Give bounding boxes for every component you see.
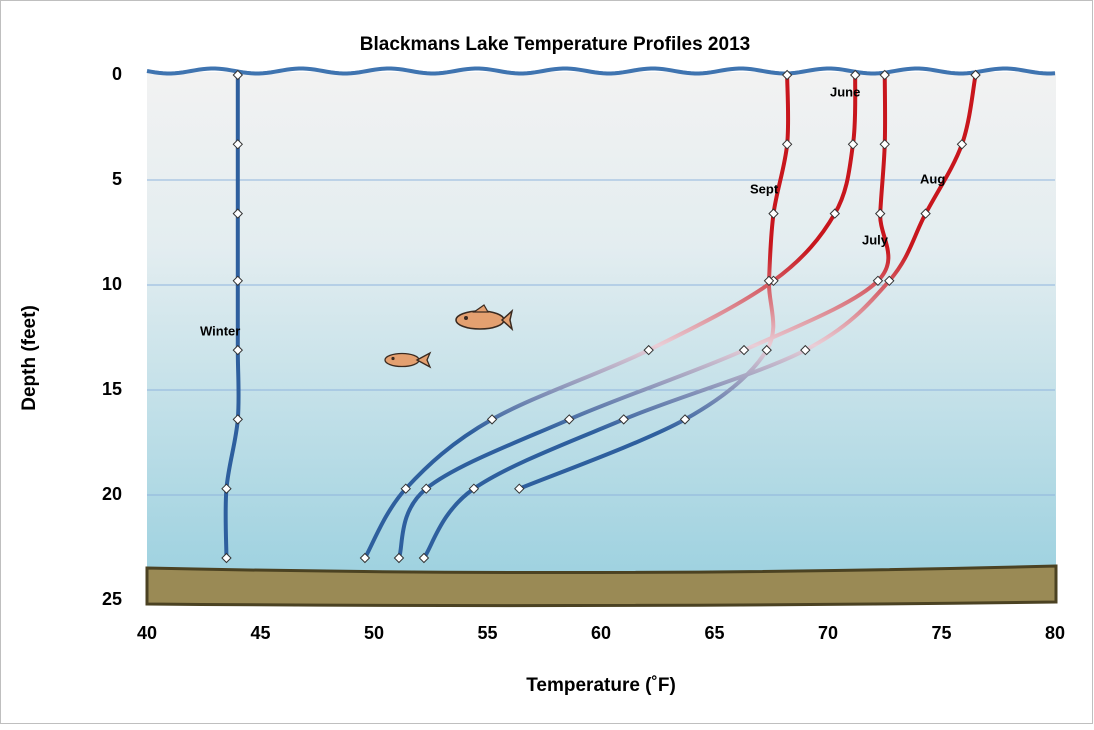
series-label: Winter xyxy=(200,323,240,338)
x-tick-label: 65 xyxy=(704,623,724,643)
chart: Blackmans Lake Temperature Profiles 2013… xyxy=(0,0,1094,725)
y-tick-label: 0 xyxy=(112,64,122,84)
x-tick-label: 60 xyxy=(591,623,611,643)
x-tick-label: 80 xyxy=(1045,623,1065,643)
x-tick-label: 40 xyxy=(137,623,157,643)
lake-bottom xyxy=(147,566,1056,606)
y-tick-label: 15 xyxy=(102,379,122,399)
y-axis-title: Depth (feet) xyxy=(19,305,40,411)
x-axis-title: Temperature (˚F) xyxy=(526,675,676,696)
x-tick-label: 50 xyxy=(364,623,384,643)
water xyxy=(147,72,1056,572)
x-tick-label: 70 xyxy=(818,623,838,643)
series-label: July xyxy=(862,232,889,247)
x-tick-label: 75 xyxy=(931,623,951,643)
y-tick-label: 25 xyxy=(102,589,122,609)
series-label: Sept xyxy=(750,181,779,196)
x-tick-label: 55 xyxy=(477,623,497,643)
y-tick-label: 10 xyxy=(102,274,122,294)
x-tick-label: 45 xyxy=(250,623,270,643)
y-tick-label: 5 xyxy=(112,169,122,189)
y-tick-label: 20 xyxy=(102,484,122,504)
series-label: June xyxy=(830,84,860,99)
chart-title: Blackmans Lake Temperature Profiles 2013 xyxy=(360,34,750,55)
series-label: Aug xyxy=(920,171,945,186)
